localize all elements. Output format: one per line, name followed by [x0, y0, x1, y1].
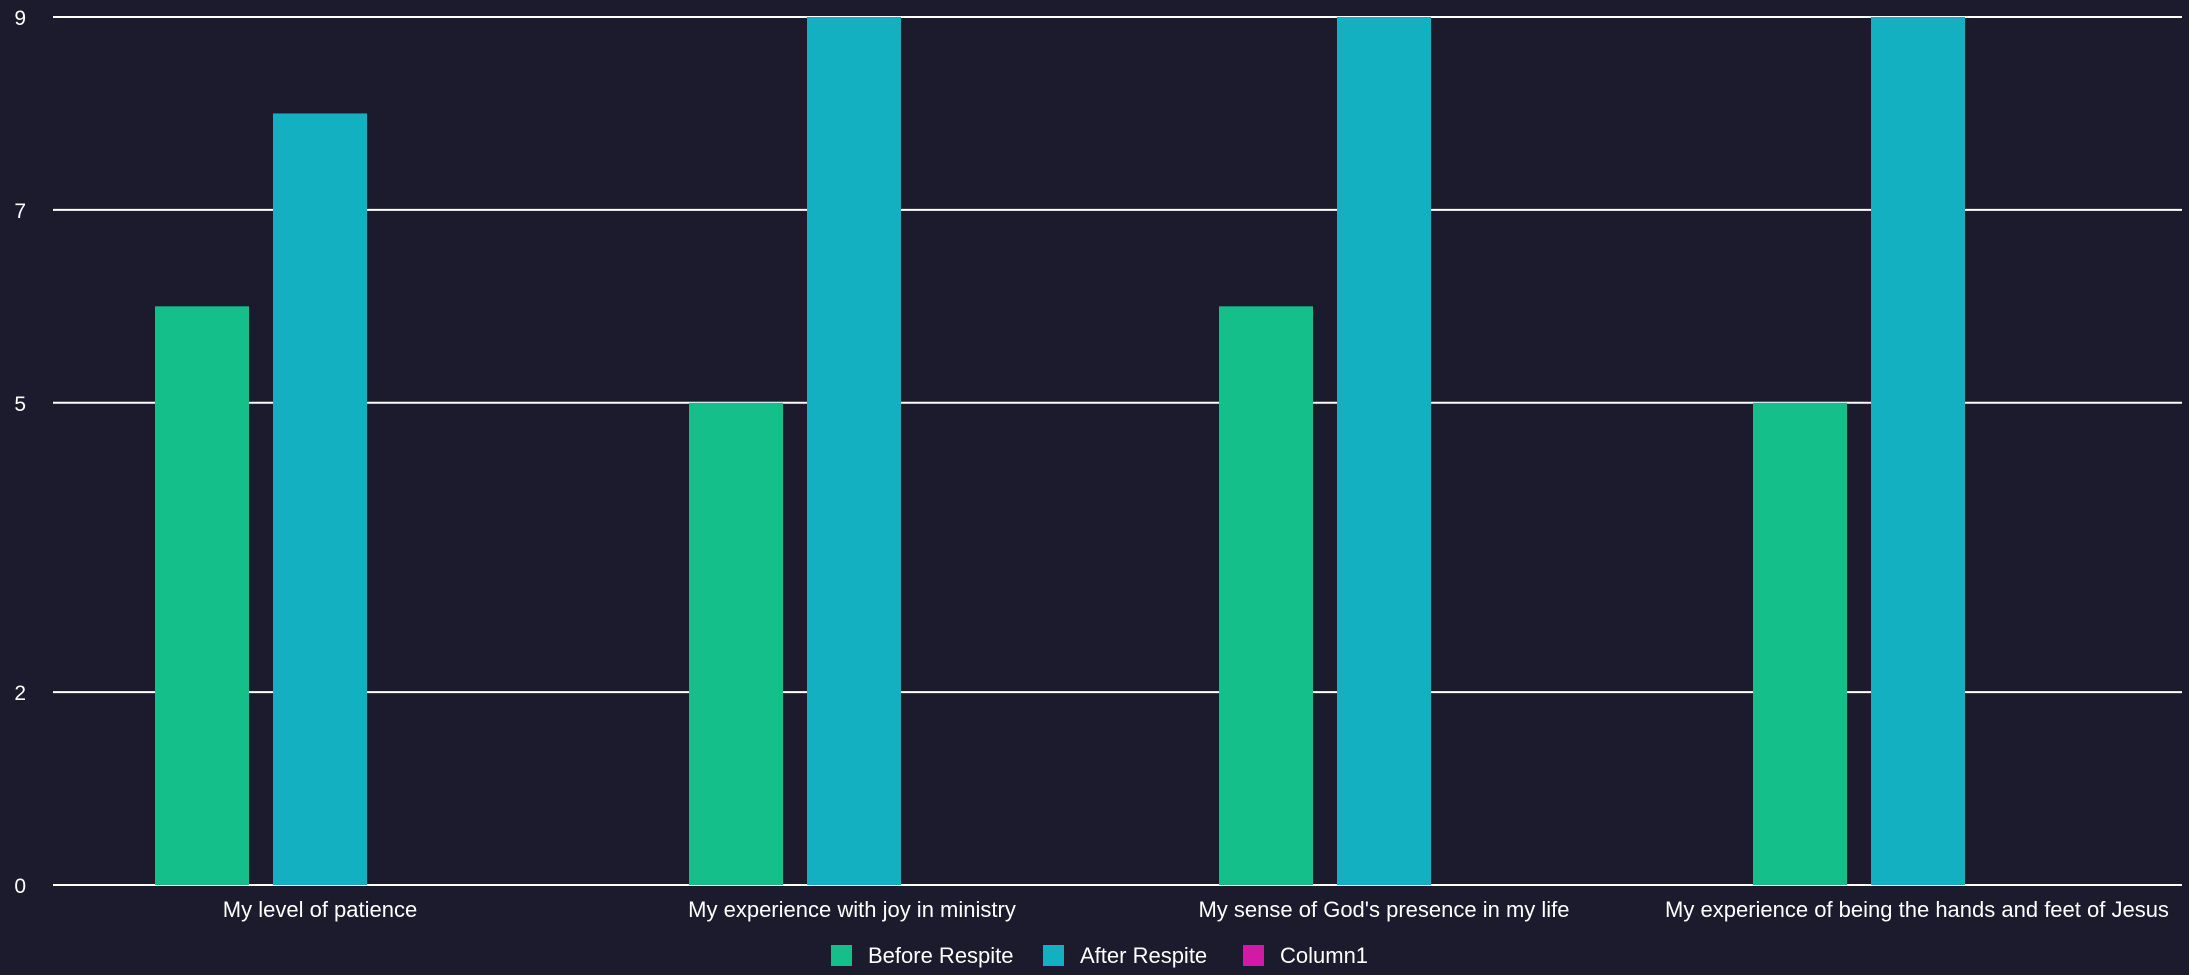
bar-after-respite-1	[273, 113, 367, 885]
gridlines	[53, 16, 2182, 886]
legend-item-after-respite[interactable]: After Respite	[1043, 943, 1207, 968]
x-tick-label: My level of patience	[223, 897, 417, 922]
legend-swatch	[1243, 945, 1264, 966]
y-tick-label: 2	[14, 682, 26, 705]
legend-label: After Respite	[1080, 943, 1207, 968]
bars	[155, 17, 1965, 885]
legend-item-before-respite[interactable]: Before Respite	[831, 943, 1014, 968]
legend-label: Column1	[1280, 943, 1368, 968]
bar-before-respite-3	[1219, 306, 1313, 885]
x-axis-ticks: My level of patience My experience with j…	[223, 897, 2169, 922]
bar-before-respite-4	[1753, 402, 1847, 885]
legend-item-column1[interactable]: Column1	[1243, 943, 1368, 968]
y-tick-label: 5	[14, 393, 26, 416]
legend: Before Respite After Respite Column1	[831, 943, 1368, 968]
bar-before-respite-2	[689, 402, 783, 885]
legend-swatch	[831, 945, 852, 966]
bar-after-respite-2	[807, 17, 901, 885]
x-tick-label: My experience of being the hands and fee…	[1665, 897, 2169, 922]
bar-after-respite-3	[1337, 17, 1431, 885]
legend-label: Before Respite	[868, 943, 1014, 968]
legend-swatch	[1043, 945, 1064, 966]
y-tick-label: 7	[14, 200, 26, 223]
bar-after-respite-4	[1871, 17, 1965, 885]
y-tick-label: 9	[14, 7, 26, 30]
x-tick-label: My experience with joy in ministry	[688, 897, 1016, 922]
x-tick-label: My sense of God's presence in my life	[1198, 897, 1569, 922]
y-tick-label: 0	[14, 875, 26, 898]
y-axis-ticks: 0 2 5 7 9	[14, 7, 26, 898]
bar-before-respite-1	[155, 306, 249, 885]
